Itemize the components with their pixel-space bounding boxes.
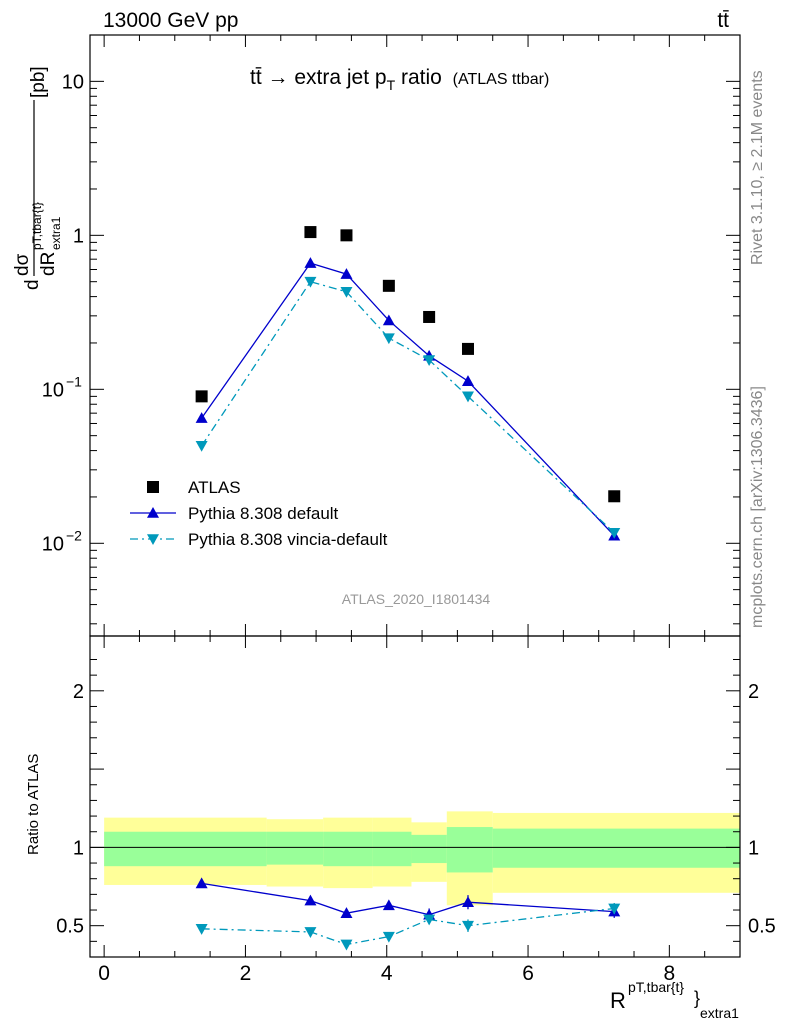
side-label-top: Rivet 3.1.10, ≥ 2.1M events [749, 70, 766, 265]
ratio-point-pythia-8-308-default [304, 894, 317, 906]
y-tick-label: 1 [73, 225, 84, 247]
legend-label-pythia-8-308-vincia-default: Pythia 8.308 vincia-default [188, 530, 388, 549]
ratio-y-tick-label: 1 [73, 837, 84, 859]
data-point-pythia-8-308-default [340, 268, 353, 279]
ratio-frame [89, 635, 741, 958]
x-axis-label: R pT,tbar{t} } extra1 [610, 979, 739, 1021]
x-label-main: R [610, 988, 626, 1013]
y-tick-label: 10 [42, 533, 64, 555]
ratio-point-pythia-8-308-default [340, 907, 353, 918]
data-point-pythia-8-308-vincia-default [461, 391, 474, 403]
data-point-atlas [461, 342, 474, 355]
ratio-point-pythia-8-308-default [461, 896, 474, 907]
svg-text:[pb]: [pb] [28, 66, 49, 98]
x-label-sup: pT,tbar{t} [628, 979, 684, 995]
svg-text:dR: dR [38, 252, 59, 276]
uncertainty-band-green [323, 831, 373, 867]
ratio-point-pythia-8-308-vincia-default [304, 927, 317, 938]
ratio-ylabel: Ratio to ATLAS [25, 754, 42, 855]
ratio-point-pythia-8-308-default [382, 899, 395, 911]
plot-title-main: tt̄ → extra jet p [250, 66, 387, 89]
ratio-panel: 0 2 4 6 8 0.5 0.5 1 1 2 2 [56, 635, 776, 985]
x-tick-label: 2 [240, 962, 252, 985]
ratio-point-pythia-8-308-default [195, 877, 208, 889]
ratio-y-tick-label: 2 [73, 681, 84, 703]
data-point-pythia-8-308-vincia-default [304, 276, 317, 288]
data-point-pythia-8-308-vincia-default [608, 527, 621, 539]
data-point-pythia-8-308-default [382, 314, 395, 326]
svg-text:extra1: extra1 [49, 216, 63, 250]
header-right: tt̄ [717, 9, 729, 32]
legend-label-pythia-8-308-default: Pythia 8.308 default [188, 504, 339, 523]
data-point-pythia-8-308-vincia-default [195, 440, 208, 452]
main-ylabel: d dσ dR pT,tbar{t} extra1 [pb] [12, 66, 63, 290]
uncertainty-band-green [411, 834, 447, 864]
ratio-point-pythia-8-308-vincia-default [340, 939, 353, 951]
plot-title-small: (ATLAS ttbar) [453, 71, 550, 88]
legend-marker-pythia-8-308-default [147, 507, 159, 518]
analysis-watermark: ATLAS_2020_I1801434 [342, 591, 491, 607]
ratio-y-tick-label-right: 1 [748, 837, 759, 859]
uncertainty-band-green [492, 828, 740, 868]
legend-marker-atlas [147, 481, 159, 493]
data-point-pythia-8-308-vincia-default [382, 333, 395, 345]
data-point-pythia-8-308-vincia-default [423, 355, 436, 367]
data-point-pythia-8-308-vincia-default [340, 286, 353, 298]
plot-title-tail: ratio [395, 66, 442, 89]
svg-text:dσ: dσ [12, 253, 33, 276]
x-label-brace: } [694, 988, 700, 1008]
x-label-sub: extra1 [700, 1005, 739, 1021]
x-tick-label: 6 [522, 962, 534, 985]
svg-text:pT,tbar{t}: pT,tbar{t} [30, 202, 44, 250]
ratio-y-tick-label-right: 2 [748, 681, 759, 703]
data-point-pythia-8-308-default [461, 375, 474, 386]
data-point-atlas [423, 310, 436, 323]
legend-label-atlas: ATLAS [188, 478, 241, 497]
data-point-atlas [608, 490, 621, 503]
data-point-pythia-8-308-default [304, 257, 317, 268]
data-point-atlas [195, 390, 208, 403]
header-left: 13000 GeV pp [103, 9, 238, 32]
y-tick-label: 10 [62, 71, 84, 93]
data-point-atlas [304, 226, 317, 239]
y-tick-label: 10 [42, 379, 64, 401]
plot-title-sub: T [387, 77, 396, 93]
ratio-point-pythia-8-308-vincia-default [423, 914, 436, 926]
data-point-atlas [340, 229, 353, 242]
ratio-point-pythia-8-308-vincia-default [195, 924, 208, 935]
series-line-pythia-8-308-vincia-default [201, 280, 615, 534]
ratio-y-tick-label-right: 0.5 [748, 916, 776, 938]
y-tick-exponent: −2 [66, 527, 82, 543]
x-tick-label: 0 [98, 962, 110, 985]
y-tick-exponent: −1 [66, 373, 82, 389]
ratio-line-pythia-8-308-vincia-default [201, 907, 615, 946]
ratio-point-pythia-8-308-vincia-default [608, 903, 621, 915]
plot-title: tt̄ → extra jet pT ratio (ATLAS ttbar) [250, 66, 549, 93]
uncertainty-band-green [446, 827, 493, 873]
side-label-bottom: mcplots.cern.ch [arXiv:1306.3436] [749, 386, 766, 628]
data-point-pythia-8-308-default [195, 412, 208, 423]
x-tick-label: 4 [381, 962, 393, 985]
ratio-point-pythia-8-308-vincia-default [382, 931, 395, 943]
data-point-atlas [382, 279, 395, 292]
x-tick-label: 8 [664, 962, 676, 985]
series-line-pythia-8-308-default [201, 262, 615, 537]
ratio-point-pythia-8-308-vincia-default [461, 920, 474, 932]
ratio-y-tick-label: 0.5 [56, 916, 84, 938]
uncertainty-band-green [266, 831, 324, 865]
uncertainty-band-green [372, 831, 412, 867]
svg-text:d: d [22, 279, 43, 290]
legend-marker-pythia-8-308-vincia-default [147, 534, 159, 545]
uncertainty-band-green [104, 831, 267, 867]
